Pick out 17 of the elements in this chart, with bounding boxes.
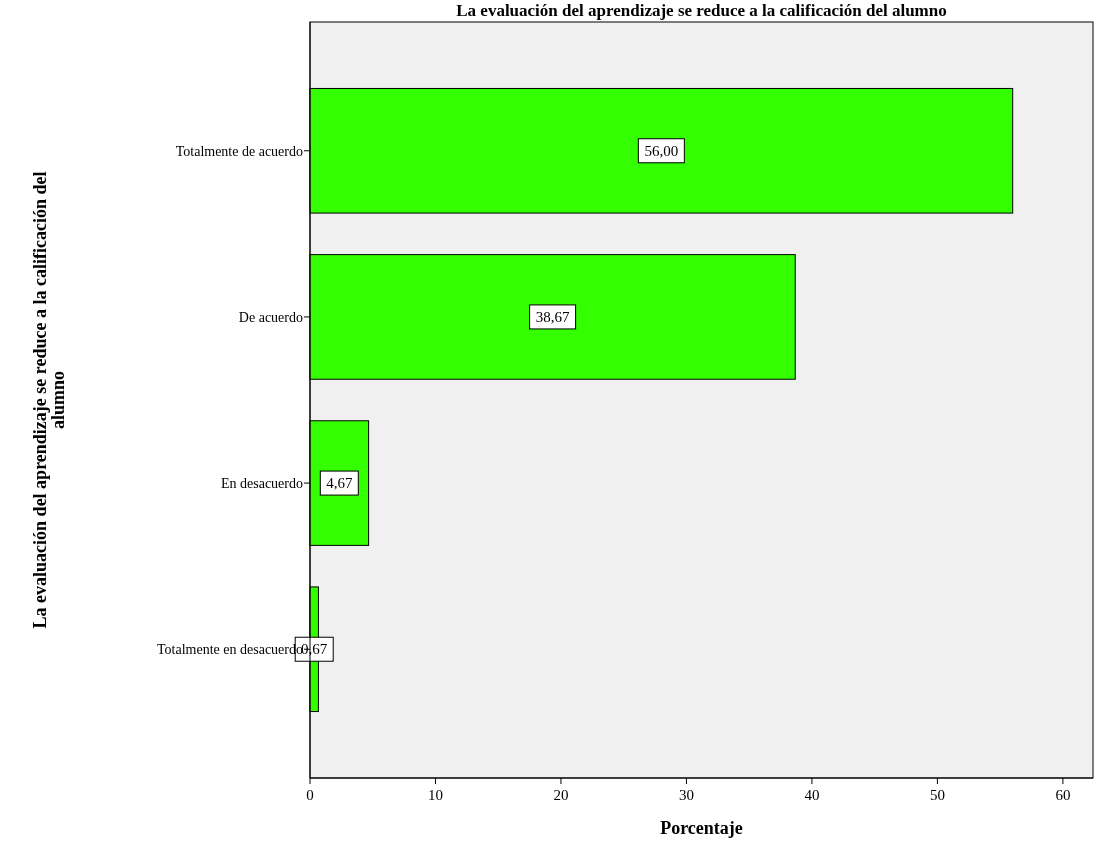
- x-tick-label: 10: [427, 787, 443, 803]
- x-tick-label: 40: [804, 787, 820, 803]
- x-tick-label: 60: [1055, 787, 1071, 803]
- y-tick-label: De acuerdo: [238, 309, 303, 325]
- data-label: 56,00: [644, 143, 679, 160]
- x-axis-title: Porcentaje: [660, 818, 743, 838]
- x-tick-label: 0: [306, 787, 314, 803]
- chart-title: La evaluación del aprendizaje se reduce a la calificación del alumno: [456, 1, 947, 20]
- y-tick-label: Totalmente de acuerdo: [175, 143, 303, 159]
- x-tick-label: 50: [929, 787, 945, 803]
- x-tick-label: 30: [678, 787, 694, 803]
- x-tick-label: 20: [553, 787, 569, 803]
- data-label: 38,67: [535, 309, 570, 326]
- data-label: 0,67: [301, 641, 328, 658]
- data-label: 4,67: [326, 475, 353, 492]
- y-axis-title: La evaluación del aprendizaje se reduce a la calificación del alumno: [30, 171, 68, 629]
- y-tick-label: En desacuerdo: [220, 475, 303, 491]
